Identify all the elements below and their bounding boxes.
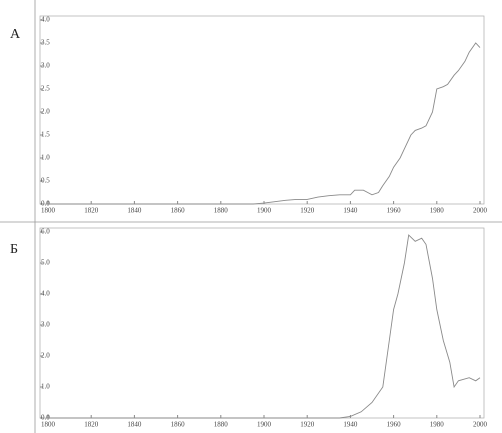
- x-tick-label: 2000: [473, 421, 488, 429]
- y-tick-label: 3.0: [41, 62, 50, 70]
- y-tick-label: 1.0: [41, 383, 50, 391]
- y-tick-label: 2.5: [41, 85, 50, 93]
- x-tick-label: 1800: [41, 421, 56, 429]
- y-tick-label: 5.0: [41, 259, 50, 267]
- y-tick-label: 2.0: [41, 352, 50, 360]
- x-tick-label: 1960: [387, 207, 402, 215]
- y-tick-label: 0.0: [41, 414, 50, 422]
- y-tick-label: 2.0: [41, 108, 50, 116]
- x-tick-label: 1820: [84, 421, 99, 429]
- x-tick-label: 1880: [214, 207, 229, 215]
- panel-label: Б: [10, 242, 18, 257]
- y-tick-label: 4.0: [41, 16, 50, 24]
- x-tick-label: 1940: [343, 421, 358, 429]
- x-tick-label: 1960: [387, 421, 402, 429]
- line: [48, 42, 481, 205]
- x-tick-label: 1980: [430, 421, 445, 429]
- y-tick-label: 4.0: [41, 290, 50, 298]
- x-tick-label: 1840: [127, 421, 142, 429]
- x-tick-label: 1820: [84, 207, 99, 215]
- x-tick-label: 1800: [41, 207, 56, 215]
- x-tick-label: 1920: [300, 421, 315, 429]
- x-tick-label: 1840: [127, 207, 142, 215]
- x-tick-label: 1860: [171, 421, 186, 429]
- plot-frame: [39, 15, 485, 205]
- plot-frame: [39, 227, 485, 419]
- panel-label: А: [10, 27, 21, 42]
- x-tick-label: 1900: [257, 421, 272, 429]
- x-tick-label: 1900: [257, 207, 272, 215]
- x-tick-label: 1920: [300, 207, 315, 215]
- y-tick-label: 0.5: [41, 177, 50, 185]
- y-tick-label: 1.0: [41, 154, 50, 162]
- y-tick-label: 3.0: [41, 321, 50, 329]
- y-tick-label: 1.5: [41, 131, 50, 139]
- y-tick-label: 3.5: [41, 39, 50, 47]
- x-tick-label: 1860: [171, 207, 186, 215]
- y-tick-label: 0.0: [41, 200, 50, 208]
- y-tick-label: 6.0: [41, 228, 50, 236]
- x-tick-label: 1880: [214, 421, 229, 429]
- x-tick-label: 1940: [343, 207, 358, 215]
- x-tick-label: 1980: [430, 207, 445, 215]
- x-tick-label: 2000: [473, 207, 488, 215]
- line: [48, 234, 481, 419]
